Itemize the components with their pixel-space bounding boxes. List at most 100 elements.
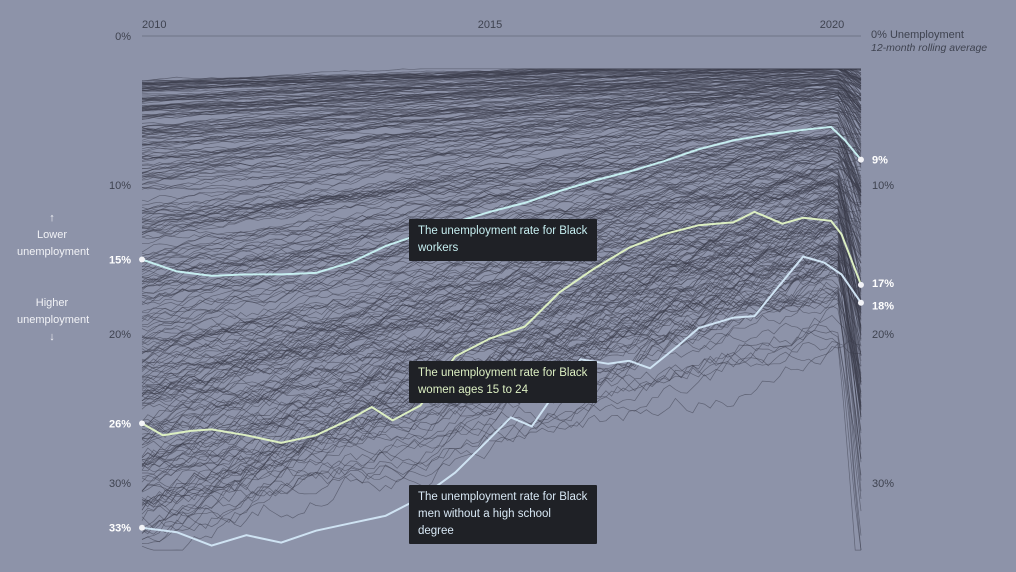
- background-series-line: [141, 91, 862, 173]
- background-series-line: [141, 181, 862, 341]
- background-series-line: [141, 68, 862, 110]
- background-series-line: [141, 111, 862, 227]
- background-series-line: [141, 126, 862, 279]
- background-series-line: [141, 192, 862, 398]
- arrow-up-icon: ↑: [49, 212, 55, 224]
- background-series-line: [141, 124, 862, 197]
- background-series-line: [141, 157, 862, 256]
- background-series-line: [141, 196, 862, 355]
- background-series-line: [141, 131, 862, 234]
- background-series-line: [141, 198, 862, 439]
- background-series-line: [141, 281, 862, 512]
- background-series-line: [141, 102, 862, 159]
- annotation-black-workers: The unemployment rate for Black workers: [409, 219, 597, 261]
- background-series-line: [141, 127, 862, 268]
- background-series-line: [141, 110, 862, 210]
- background-series-line: [141, 99, 862, 212]
- arrow-down-icon: ↓: [49, 331, 55, 343]
- axes: 2010 2015 2020 0% 10% 20% 30% 10% 20% 30%: [109, 19, 894, 490]
- background-series-line: [141, 346, 862, 543]
- background-series-line: [141, 70, 862, 109]
- background-series-line: [141, 342, 861, 551]
- background-series-line: [141, 199, 862, 362]
- series-end-label: 9%: [872, 155, 888, 167]
- background-series-line: [141, 139, 862, 228]
- background-series-line: [141, 133, 862, 224]
- background-series-line: [141, 270, 862, 430]
- background-series-line: [141, 102, 862, 155]
- highlight-series-line: [141, 210, 862, 444]
- series-end-dot: [857, 299, 864, 306]
- background-series-line: [141, 242, 862, 386]
- y-tick-label-left: 20%: [109, 329, 131, 341]
- background-series-line: [141, 81, 862, 110]
- background-series-line: [141, 251, 862, 377]
- background-series-line: [141, 121, 862, 187]
- background-series-line: [141, 314, 862, 535]
- background-series-line: [141, 190, 862, 396]
- background-series-line: [141, 97, 862, 178]
- background-series-line: [141, 329, 862, 544]
- series-start-label: 15%: [109, 255, 131, 267]
- background-series-line: [141, 106, 862, 174]
- x-tick-label: 2010: [142, 19, 166, 31]
- series-end-dot: [857, 156, 864, 163]
- background-series-line: [141, 137, 862, 218]
- series-start-dot: [139, 256, 145, 263]
- background-series-line: [141, 98, 862, 157]
- series-start-label: 26%: [109, 418, 131, 430]
- background-series-line: [141, 81, 862, 120]
- lower-unemployment-label: ↑ Lower unemployment: [0, 210, 104, 261]
- y-tick-label-left: 30%: [109, 478, 131, 490]
- y-tick-label-left: 10%: [109, 180, 131, 192]
- series-start-dot: [139, 420, 145, 427]
- background-series-line: [141, 248, 862, 458]
- background-series-line: [141, 137, 862, 224]
- series-start-dot: [139, 524, 145, 531]
- series-start-label: 33%: [109, 523, 131, 535]
- series-end-dot: [857, 281, 864, 288]
- background-series-line: [141, 171, 862, 377]
- background-series-line: [141, 203, 862, 381]
- background-series-line: [141, 227, 862, 358]
- y-tick-label-right: 20%: [872, 329, 894, 341]
- background-series-line: [142, 266, 862, 480]
- background-series-line: [141, 68, 862, 92]
- background-series-line: [141, 93, 862, 174]
- background-series-line: [141, 211, 862, 321]
- y-unit-label: 0% Unemployment 12-month rolling average: [871, 29, 988, 54]
- background-series-line: [141, 88, 862, 146]
- series-end-label: 17%: [872, 278, 894, 290]
- background-series-line: [141, 177, 862, 363]
- background-series-line: [141, 228, 862, 446]
- background-series-line: [141, 253, 862, 409]
- background-series-line: [141, 91, 862, 143]
- background-series-line: [141, 78, 862, 133]
- background-series-line: [141, 190, 862, 353]
- background-series-line: [141, 72, 862, 110]
- y-tick-label-right: 30%: [872, 478, 894, 490]
- y-tick-label-left: 0%: [115, 31, 131, 43]
- background-series-line: [141, 78, 862, 111]
- background-series-line: [141, 148, 862, 230]
- background-series-line: [141, 92, 862, 181]
- higher-unemployment-label: Higher unemployment ↓: [0, 295, 104, 346]
- background-series-line: [141, 74, 862, 100]
- annotation-black-women: The unemployment rate for Black women ag…: [409, 361, 597, 403]
- background-series-line: [141, 143, 862, 285]
- background-series-line: [141, 207, 862, 338]
- background-series-line: [141, 97, 862, 159]
- x-tick-label: 2020: [820, 19, 844, 31]
- background-series-line: [141, 140, 862, 267]
- background-series-line: [141, 86, 862, 145]
- background-series-lines: [141, 68, 862, 551]
- background-series-line: [141, 242, 862, 496]
- background-series-line: [141, 144, 862, 253]
- background-series-line: [141, 323, 862, 551]
- highlight-series-line: [141, 125, 862, 277]
- background-series-line: [141, 68, 862, 90]
- background-series-line: [141, 264, 862, 481]
- background-series-line: [141, 255, 862, 399]
- background-series-line: [141, 179, 862, 387]
- x-tick-label: 2015: [478, 19, 502, 31]
